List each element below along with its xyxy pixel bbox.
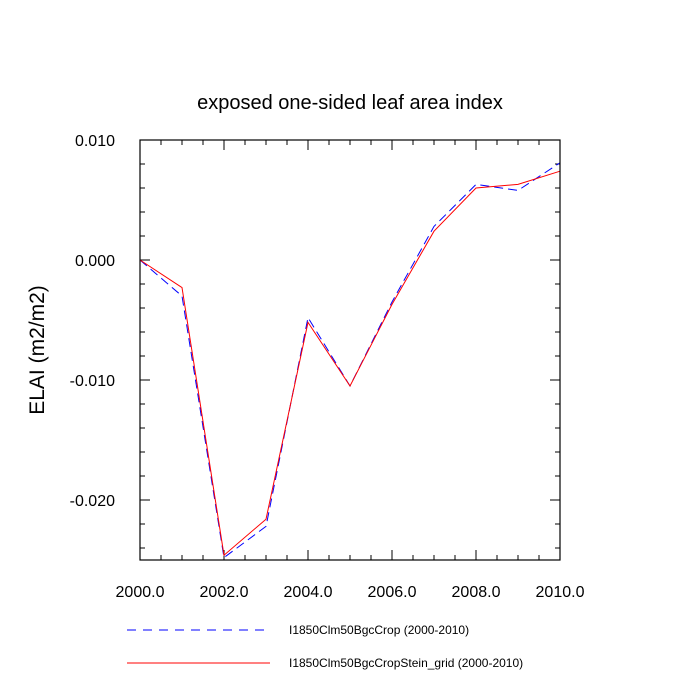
x-tick-label: 2002.0 <box>200 584 249 601</box>
series-line-crop <box>139 162 561 559</box>
y-tick-label: 0.000 <box>75 253 115 270</box>
legend: I1850Clm50BgcCrop (2000-2010) I1850Clm50B… <box>127 623 523 670</box>
plot-frame <box>139 139 561 561</box>
axis-ticks <box>139 139 561 560</box>
series-line-stein-grid <box>139 170 561 557</box>
x-tick-label: 2010.0 <box>536 584 585 601</box>
x-tick-label: 2000.0 <box>116 584 165 601</box>
x-tick-label: 2008.0 <box>452 584 501 601</box>
x-tick-labels: 2000.0 2002.0 2004.0 2006.0 2008.0 2010.0 <box>116 584 585 601</box>
data-series <box>139 162 561 559</box>
chart-title: exposed one-sided leaf area index <box>197 92 503 114</box>
y-tick-label: -0.010 <box>70 373 115 390</box>
x-tick-label: 2006.0 <box>368 584 417 601</box>
x-tick-label: 2004.0 <box>284 584 333 601</box>
legend-label: I1850Clm50BgcCropStein_grid (2000-2010) <box>289 656 523 670</box>
y-axis-label: ELAI (m2/m2) <box>26 285 49 415</box>
y-tick-label: -0.020 <box>70 493 115 510</box>
legend-label: I1850Clm50BgcCrop (2000-2010) <box>289 623 469 637</box>
y-tick-label: 0.010 <box>75 133 115 150</box>
y-tick-labels: 0.010 0.000 -0.010 -0.020 <box>70 133 115 510</box>
